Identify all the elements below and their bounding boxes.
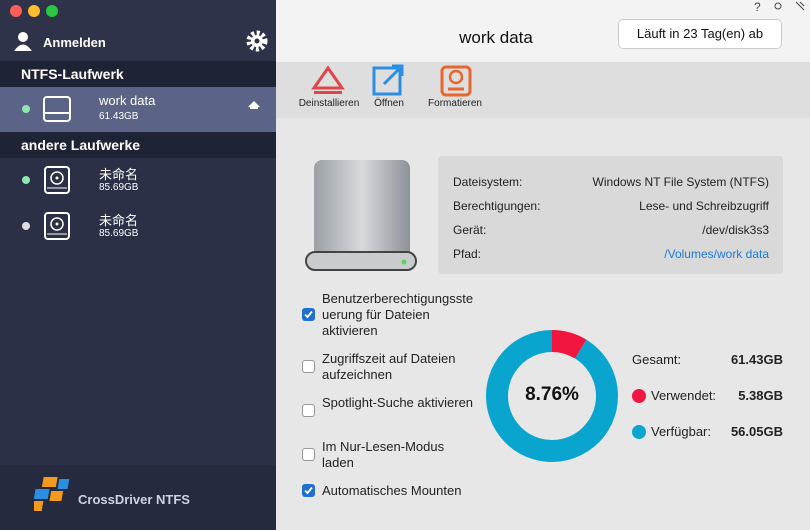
option-label: Benutzerberechtigungssteuerung für Datei… — [322, 291, 474, 338]
checkbox — [302, 448, 315, 461]
legend-dot — [632, 389, 646, 403]
legend-value: 56.05GB — [730, 424, 783, 439]
login-button[interactable]: Anmelden — [43, 35, 106, 50]
toolbar-button[interactable]: Öffnen — [374, 98, 404, 109]
status-dot — [22, 176, 30, 184]
total-value: 61.43GB — [730, 352, 783, 367]
info-panel — [438, 156, 783, 274]
checkbox — [302, 404, 315, 417]
option-label: Automatisches Mounten — [322, 483, 462, 498]
drive-icon — [43, 96, 71, 122]
drive-size: 61.43GB — [99, 111, 139, 122]
section-header: NTFS-Laufwerk — [0, 61, 276, 87]
info-value: /dev/disk3s3 — [702, 223, 769, 237]
section-header: andere Laufwerke — [0, 132, 276, 158]
donut-segment — [551, 330, 587, 359]
brand-name: CrossDriver NTFS — [78, 492, 190, 507]
checkbox — [302, 484, 315, 497]
drive-name: work data — [99, 93, 156, 108]
option[interactable]: Zugriffszeit auf Dateien aufzeichnen — [300, 351, 478, 383]
checkbox — [302, 360, 315, 373]
legend-value: 5.38GB — [738, 388, 783, 403]
drive-name: 未命名 — [99, 167, 139, 182]
sidebar-top — [0, 0, 276, 62]
eject-icon — [248, 101, 260, 107]
toolbar — [276, 62, 810, 118]
legend-label: Verfügbar: — [651, 424, 711, 439]
info-value: /Volumes/work data — [664, 247, 769, 261]
info-key: Gerät: — [453, 223, 487, 237]
legend-dot — [632, 425, 646, 439]
usage-donut — [486, 330, 618, 462]
checkbox — [302, 308, 315, 321]
info-key: Berechtigungen: — [453, 199, 541, 213]
drive-row[interactable]: 未命名 85.69GB — [0, 158, 276, 204]
settings-icon[interactable] — [245, 29, 269, 53]
drive-icon — [44, 212, 70, 240]
toolbar-button[interactable]: Deinstallieren — [298, 98, 360, 109]
drive-image — [305, 160, 417, 271]
toolbar-icons — [311, 64, 472, 97]
info-value: Windows NT File System (NTFS) — [592, 175, 769, 189]
donut-segment — [486, 330, 618, 462]
option[interactable]: Spotlight-Suche aktivieren — [300, 395, 478, 417]
drive-name: 未命名 — [99, 213, 139, 228]
drive-size: 85.69GB — [99, 228, 139, 239]
usage-percent: 8.76% — [525, 384, 579, 405]
option-label: Im Nur-Lesen-Modus laden — [322, 439, 445, 470]
option[interactable]: Benutzerberechtigungssteuerung für Datei… — [300, 291, 478, 339]
trial-button[interactable]: Läuft in 23 Tag(en) ab — [618, 19, 782, 49]
header-title: work data — [459, 28, 533, 47]
window-icons: ? — [754, 0, 805, 14]
legend-label: Verwendet: — [651, 388, 717, 403]
drive-icon — [44, 166, 70, 194]
info-key: Pfad: — [453, 247, 482, 261]
option-label: Zugriffszeit auf Dateien aufzeichnen — [322, 351, 456, 382]
user-icon — [14, 32, 32, 51]
drive-row[interactable]: work data 61.43GB — [0, 87, 276, 132]
drive-size: 85.69GB — [99, 182, 139, 193]
option-label: Spotlight-Suche aktivieren — [322, 395, 474, 410]
info-value: Lese- und Schreibzugriff — [639, 199, 769, 213]
status-dot — [22, 105, 30, 113]
drive-row[interactable]: 未命名 85.69GB — [0, 204, 276, 250]
brand-logo — [34, 477, 70, 511]
toolbar-button[interactable]: Formatieren — [428, 98, 482, 109]
info-key: Dateisystem: — [453, 175, 523, 189]
total-label: Gesamt: — [632, 352, 682, 367]
option[interactable]: Automatisches Mounten — [300, 483, 478, 499]
option[interactable]: Im Nur-Lesen-Modus laden — [300, 439, 478, 471]
svg-text:?: ? — [754, 0, 761, 14]
status-dot — [22, 222, 30, 230]
